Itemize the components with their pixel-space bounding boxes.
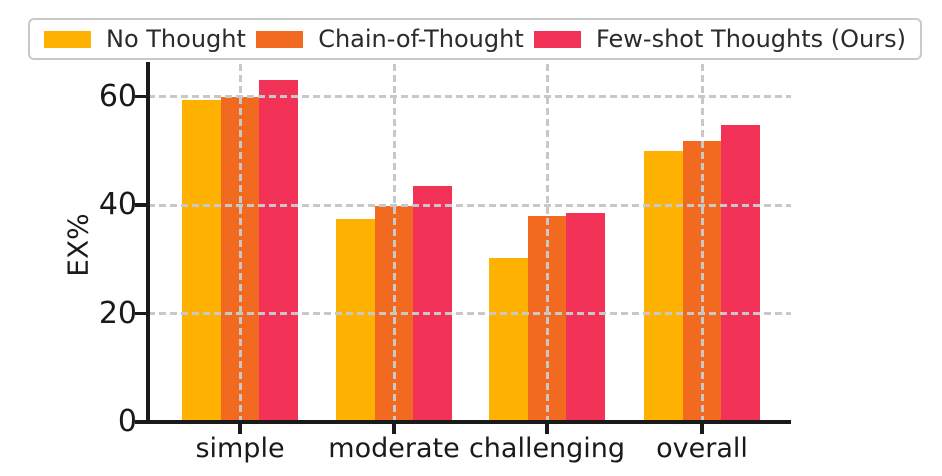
bar-simple-no-thought (182, 99, 221, 422)
x-tick-label-moderate: moderate (328, 433, 460, 464)
gridline-y-40 (148, 203, 791, 207)
y-tick-label-0: 0 (117, 404, 137, 439)
bar-overall-no-thought (644, 150, 683, 422)
y-tick-label-40: 40 (98, 187, 137, 223)
bar-moderate-few-shot-thoughts-ours (413, 185, 452, 422)
x-tick-label-overall: overall (656, 433, 748, 464)
legend-item: Chain-of-Thought (256, 27, 524, 51)
gridline-x-simple (238, 64, 242, 422)
gridline-y-60 (148, 95, 791, 99)
y-tick-label-20: 20 (98, 295, 137, 331)
x-tick-label-simple: simple (195, 433, 285, 464)
y-tick-mark-40 (135, 203, 146, 207)
legend-label: No Thought (106, 25, 246, 53)
bar-challenging-no-thought (489, 258, 528, 422)
y-tick-label-60: 60 (98, 78, 137, 114)
legend-label: Few-shot Thoughts (Ours) (596, 25, 906, 53)
legend-swatch (256, 30, 304, 48)
bar-group-overall (644, 124, 760, 422)
x-tick-mark-simple (238, 424, 242, 434)
legend-swatch (44, 30, 91, 48)
legend-item: Few-shot Thoughts (Ours) (534, 27, 906, 51)
x-tick-mark-moderate (392, 424, 396, 434)
bar-moderate-no-thought (336, 219, 375, 422)
legend-label: Chain-of-Thought (318, 25, 524, 53)
plot-area (148, 64, 791, 422)
gridline-x-challenging (545, 64, 549, 422)
y-tick-mark-0 (135, 420, 146, 424)
legend-item: No Thought (44, 27, 246, 51)
bar-overall-few-shot-thoughts-ours (721, 124, 760, 422)
y-tick-mark-60 (135, 94, 146, 99)
x-tick-mark-challenging (545, 424, 549, 434)
bar-challenging-few-shot-thoughts-ours (566, 212, 605, 422)
x-tick-mark-overall (700, 424, 704, 434)
x-tick-label-challenging: challenging (468, 433, 626, 464)
x-axis-spine (146, 420, 791, 424)
gridline-x-overall (700, 64, 704, 422)
gridline-x-moderate (392, 64, 396, 422)
y-axis-spine (146, 62, 150, 424)
gridline-y-20 (148, 312, 791, 315)
y-tick-mark-20 (135, 311, 146, 316)
legend-swatch (534, 30, 582, 48)
bar-simple-few-shot-thoughts-ours (259, 80, 298, 422)
legend: No Thought Chain-of-Thought Few-shot Thoug… (28, 18, 922, 60)
